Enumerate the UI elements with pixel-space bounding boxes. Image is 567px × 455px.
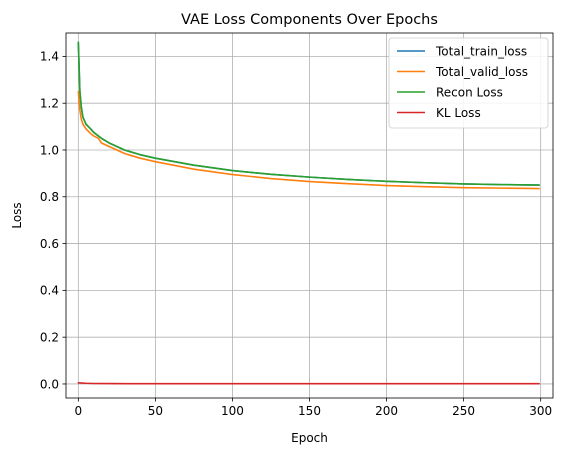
x-tick-label: 150 [298,404,321,418]
legend-box [388,37,549,129]
x-tick-label: 300 [529,404,552,418]
chart-title: VAE Loss Components Over Epochs [181,12,438,28]
y-tick-label: 0.2 [40,330,59,344]
y-tick-label: 0.4 [40,284,59,298]
series-lines [77,41,540,385]
y-axis-label: Loss [10,202,24,228]
y-tick-label: 0.6 [40,237,59,251]
legend-label: KL Loss [436,106,481,120]
y-tick-label: 0.8 [40,190,59,204]
legend: Total_train_loss Total_valid_loss Recon Lo… [388,37,549,129]
y-tick-label: 1.4 [40,50,59,64]
y-tick-label: 1.2 [40,96,59,110]
series-line-2 [77,41,540,186]
legend-label: Total_valid_loss [435,65,528,79]
legend-label: Total_train_loss [435,44,527,58]
x-tick-label: 100 [221,404,244,418]
series-line-3 [77,381,540,385]
series-line-1 [77,90,540,190]
legend-label: Recon Loss [436,85,503,99]
x-tick-label: 0 [75,404,83,418]
x-tick-label: 50 [148,404,163,418]
y-tick-label: 1.0 [40,143,59,157]
x-tick-label: 200 [375,404,398,418]
ticks: 0 50 100 150 200 250 300 0.0 0.2 0.4 0.6 0.8 1.0 1.2 1… [40,50,552,418]
x-tick-label: 250 [452,404,475,418]
x-axis-label: Epoch [291,431,328,445]
y-tick-label: 0.0 [40,377,59,391]
